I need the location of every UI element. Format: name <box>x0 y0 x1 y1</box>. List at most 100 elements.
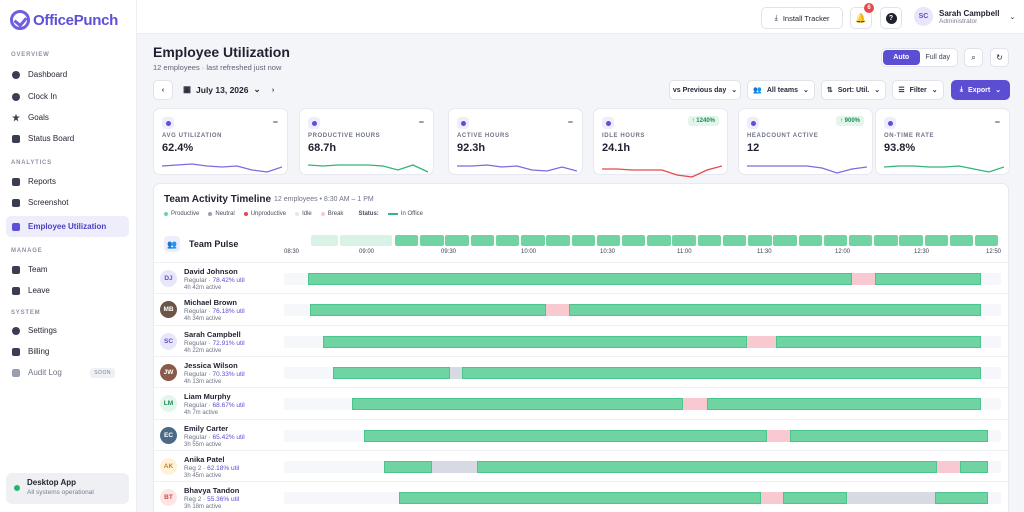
activity-segment[interactable] <box>783 492 847 505</box>
logo[interactable]: OfficePunch <box>10 10 118 30</box>
activity-segment[interactable] <box>398 492 761 505</box>
employee-row[interactable]: AK Anika Patel Reg 2 · 62.18% util 3h 45… <box>154 449 1009 481</box>
sidebar-item-audit-log[interactable]: Audit Log SOON <box>6 362 129 383</box>
clock-icon <box>12 92 20 101</box>
employee-name[interactable]: Bhavya Tandon <box>184 486 240 496</box>
sidebar-item-team[interactable]: Team <box>6 259 129 280</box>
minus-icon[interactable]: − <box>272 117 278 127</box>
employee-name[interactable]: Jessica Wilson <box>184 360 238 370</box>
employee-name[interactable]: Michael Brown <box>184 298 237 308</box>
employee-name[interactable]: Emily Carter <box>184 423 229 433</box>
employee-row[interactable]: JW Jessica Wilson Regular · 70.33% util … <box>154 355 1009 387</box>
kpi-sparkline <box>884 165 1004 173</box>
employee-utilization: 62.18% util <box>207 464 240 472</box>
employee-row[interactable]: MB Michael Brown Regular · 76.18% util 4… <box>154 293 1009 324</box>
employee-name[interactable]: Anika Patel <box>184 454 225 464</box>
activity-segment[interactable] <box>846 492 936 505</box>
mode-auto-button[interactable]: Auto <box>883 50 920 65</box>
employee-name[interactable]: Liam Murphy <box>184 392 231 402</box>
notifications-button[interactable]: 🔔 6 <box>850 3 874 29</box>
calendar-icon: ▦ <box>183 84 192 94</box>
activity-segment[interactable] <box>960 460 989 473</box>
sidebar-item-screenshot[interactable]: Screenshot <box>6 192 129 213</box>
activity-segment[interactable] <box>432 460 477 473</box>
activity-segment[interactable] <box>851 273 875 285</box>
help-button[interactable]: ? <box>880 7 902 29</box>
activity-segment[interactable] <box>775 335 981 348</box>
teams-dropdown[interactable]: 👥 All teams ⌄ <box>747 80 815 100</box>
search-button[interactable]: ⌕ <box>964 48 983 67</box>
sidebar-item-billing[interactable]: Billing <box>6 341 129 362</box>
sidebar-item-settings[interactable]: Settings <box>6 320 129 341</box>
kpi-card-on-time-rate[interactable]: − ON-TIME RATE 93.8% <box>875 108 1010 175</box>
employee-row[interactable]: DJ David Johnson Regular · 78.42% util 4… <box>154 262 1009 293</box>
legend-neutral: Neutral <box>208 211 235 217</box>
user-menu[interactable]: SC Sarah Campbell Administrator ⌄ <box>914 7 1015 26</box>
employee-name[interactable]: David Johnson <box>184 267 238 276</box>
filter-dropdown[interactable]: ☰ Filter ⌄ <box>892 80 944 100</box>
activity-segment[interactable] <box>307 273 852 285</box>
activity-segment[interactable] <box>546 304 569 317</box>
prev-day-button[interactable]: ‹ <box>153 80 173 100</box>
sidebar-item-clock-in[interactable]: Clock In <box>6 86 129 107</box>
activity-segment[interactable] <box>747 335 776 348</box>
minus-icon[interactable]: − <box>418 117 424 127</box>
employee-row[interactable]: BT Bhavya Tandon Reg 2 · 55.36% util 3h … <box>154 481 1009 512</box>
activity-segment[interactable] <box>707 398 981 411</box>
kpi-card-productive-hours[interactable]: − PRODUCTIVE HOURS 68.7h <box>299 108 434 175</box>
export-button[interactable]: ⤓ Export ⌄ <box>951 80 1010 100</box>
employee-name[interactable]: Sarah Campbell <box>184 329 241 339</box>
activity-segment[interactable] <box>767 429 791 442</box>
activity-segment[interactable] <box>461 366 981 379</box>
sidebar-item-leave[interactable]: Leave <box>6 280 129 301</box>
refresh-button[interactable]: ↻ <box>990 48 1009 67</box>
app-name: OfficePunch <box>33 11 119 29</box>
activity-segment[interactable] <box>937 460 961 473</box>
activity-segment[interactable] <box>323 335 748 348</box>
activity-segment[interactable] <box>383 460 433 473</box>
timeline-title: Team Activity Timeline <box>164 194 272 205</box>
sort-dropdown[interactable]: ⇅ Sort: Util. ⌄ <box>821 80 886 100</box>
activity-segment[interactable] <box>874 273 981 285</box>
activity-segment[interactable] <box>790 429 989 442</box>
heatmap-cell <box>798 235 822 246</box>
minus-icon[interactable]: − <box>994 117 1000 127</box>
date-picker[interactable]: ▦ July 13, 2026 ⌄ <box>183 84 261 95</box>
activity-segment[interactable] <box>760 492 784 505</box>
employee-meta: Regular · 72.91% util <box>184 339 245 347</box>
mode-full-day-button[interactable]: Full day <box>925 54 950 61</box>
activity-segment[interactable] <box>309 304 547 317</box>
sidebar-item-dashboard[interactable]: Dashboard <box>6 64 129 85</box>
sidebar-item-reports[interactable]: Reports <box>6 171 129 192</box>
next-day-button[interactable]: › <box>263 80 283 100</box>
sidebar-item-employee-utilization[interactable]: Employee Utilization <box>6 216 129 237</box>
activity-segment[interactable] <box>363 429 768 442</box>
compare-dropdown[interactable]: vs Previous day ⌄ <box>669 80 741 100</box>
heatmap-cell <box>748 235 772 246</box>
employee-row[interactable]: EC Emily Carter Regular · 65.42% util 3h… <box>154 418 1009 450</box>
kpi-card-avg-utilization[interactable]: − AVG UTILIZATION 62.4% <box>153 108 288 175</box>
sidebar-item-label: Leave <box>28 286 50 295</box>
employee-row[interactable]: LM Liam Murphy Regular · 68.67% util 4h … <box>154 387 1009 418</box>
heatmap-cell <box>395 235 419 246</box>
activity-segment[interactable] <box>333 366 451 379</box>
activity-segment[interactable] <box>450 366 462 379</box>
kpi-card-idle-hours[interactable]: ↑ 1240% IDLE HOURS 24.1h <box>593 108 728 178</box>
employee-row[interactable]: SC Sarah Campbell Regular · 72.91% util … <box>154 324 1009 356</box>
activity-segment[interactable] <box>682 398 708 411</box>
sidebar-item-status-board[interactable]: Status Board <box>6 128 129 149</box>
sidebar-item-goals[interactable]: Goals <box>6 107 129 128</box>
activity-track <box>284 366 1001 379</box>
minus-icon[interactable]: − <box>567 117 573 127</box>
activity-segment[interactable] <box>935 492 989 505</box>
sort-label: Sort: Util. <box>837 86 870 94</box>
kpi-card-active-hours[interactable]: − ACTIVE HOURS 92.3h <box>448 108 583 175</box>
activity-segment[interactable] <box>568 304 981 317</box>
time-tick-label: 12:00 <box>835 249 851 255</box>
employee-type: Regular <box>184 308 207 316</box>
activity-segment[interactable] <box>476 460 938 473</box>
activity-segment[interactable] <box>352 398 683 411</box>
install-tracker-button[interactable]: ⤓ Install Tracker <box>761 7 843 29</box>
desktop-app-status[interactable]: Desktop App All systems operational <box>6 473 129 504</box>
kpi-card-headcount-active[interactable]: ↑ 900% HEADCOUNT ACTIVE 12 <box>738 108 873 175</box>
